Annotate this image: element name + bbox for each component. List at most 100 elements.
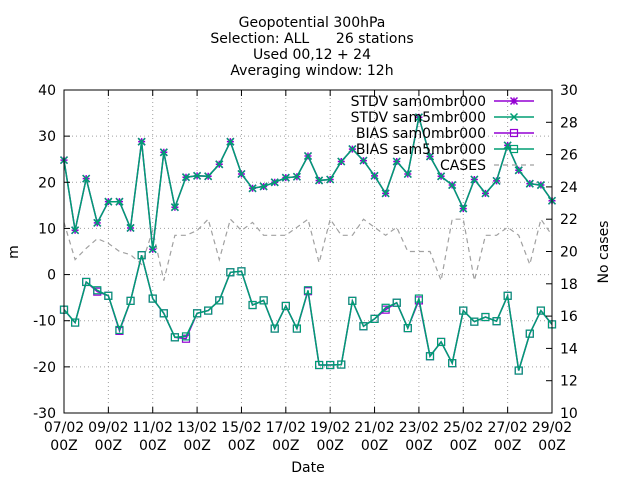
data-point-square: [137, 251, 146, 260]
y2-tick-label: 24: [560, 180, 578, 196]
data-point-cross: [437, 172, 446, 181]
y2-tick-label: 26: [560, 148, 578, 164]
x-tick-label-hour: 00Z: [361, 438, 388, 454]
title-line-3: Used 00,12 + 24: [253, 47, 371, 63]
data-point-cross: [348, 145, 357, 154]
x-tick-label-date: 15/02: [221, 420, 261, 436]
y-axis-title: m: [6, 245, 22, 259]
y2-tick-label: 10: [560, 406, 578, 422]
data-point-cross: [115, 197, 124, 206]
series-cases: [63, 217, 553, 283]
data-point-square: [148, 294, 157, 303]
data-point-cross: [359, 156, 368, 165]
data-point-square: [481, 312, 490, 322]
series-layer: [59, 113, 557, 375]
x-tick-label-hour: 00Z: [95, 438, 122, 454]
legend-label: STDV sam5mbr000: [351, 110, 486, 126]
data-point-cross: [525, 179, 534, 188]
legend-item: STDV sam0mbr000: [351, 94, 534, 110]
data-point-cross: [459, 204, 468, 213]
data-point-square: [514, 366, 523, 375]
data-point-square: [381, 303, 390, 312]
y2-tick-label: 18: [560, 277, 578, 293]
y2-tick-label: 20: [560, 245, 578, 261]
data-point-cross: [104, 197, 113, 206]
data-point-square: [348, 296, 357, 305]
title-line-4: Averaging window: 12h: [230, 63, 393, 79]
data-point-cross: [82, 174, 91, 183]
data-point-cross: [215, 160, 224, 169]
title-line-2: Selection: ALL 26 stations: [210, 31, 413, 47]
x-tick-label-hour: 00Z: [405, 438, 432, 454]
x-tick-label-date: 09/02: [88, 420, 128, 436]
data-point-cross: [148, 245, 157, 254]
data-point-square: [448, 359, 457, 368]
x-tick-label-date: 23/02: [399, 420, 439, 436]
data-point-square: [314, 360, 324, 370]
data-point-cross: [204, 172, 213, 181]
y2-tick-label: 22: [560, 212, 578, 228]
x-tick-label-hour: 00Z: [272, 438, 299, 454]
legend-label: CASES: [440, 158, 486, 174]
x-tick-label-hour: 00Z: [494, 438, 521, 454]
data-point-cross: [303, 151, 313, 161]
series-line: [63, 255, 553, 371]
series-line: [63, 217, 553, 283]
x-axis-title: Date: [291, 460, 324, 476]
data-point-cross: [193, 171, 202, 180]
chart-title: Geopotential 300hPa Selection: ALL 26 st…: [210, 15, 413, 79]
data-point-square: [226, 268, 235, 277]
data-point-cross: [425, 152, 435, 161]
data-point-cross: [481, 189, 490, 198]
data-point-cross: [403, 169, 412, 179]
data-point-cross: [248, 184, 257, 193]
y-tick-label: -30: [33, 406, 56, 422]
x-tick-label-hour: 00Z: [50, 438, 77, 454]
legend-label: BIAS sam5mbr000: [356, 142, 486, 158]
y-tick-label: -10: [33, 314, 56, 330]
data-point-cross: [509, 112, 519, 122]
data-point-square: [215, 296, 224, 305]
data-point-square: [82, 277, 91, 287]
data-point-cross: [414, 113, 423, 122]
data-point-cross: [270, 178, 279, 187]
y-tick-label: 0: [47, 268, 56, 284]
data-point-square: [204, 306, 213, 315]
data-point-square: [359, 322, 368, 331]
legend-item: BIAS sam5mbr000: [356, 142, 534, 158]
data-point-square: [192, 309, 202, 318]
data-point-square: [470, 317, 479, 326]
y2-tick-label: 28: [560, 115, 578, 131]
legend-label: STDV sam0mbr000: [351, 94, 486, 110]
x-tick-label-hour: 00Z: [139, 438, 166, 454]
data-point-square: [270, 324, 279, 333]
data-point-square: [492, 317, 501, 326]
axis-ticks: -30 -20 -10 0 10 20 30 40 10 12 14 16 18 20 22 24 26 28 30…: [33, 83, 578, 454]
data-point-square: [425, 352, 435, 361]
y2-tick-label: 16: [560, 309, 578, 325]
data-point-square: [292, 324, 302, 333]
data-point-square: [93, 286, 102, 295]
data-point-cross: [337, 157, 346, 166]
x-tick-label-date: 07/02: [44, 420, 84, 436]
data-point-cross: [492, 176, 501, 185]
x-tick-label-date: 29/02: [532, 420, 572, 436]
data-point-square: [248, 300, 257, 310]
y-tick-label: 40: [38, 83, 56, 99]
data-point-square: [237, 267, 246, 276]
title-line-1: Geopotential 300hPa: [239, 15, 386, 31]
data-point-square: [509, 144, 519, 154]
y2-axis-title: No cases: [596, 221, 612, 284]
y2-tick-label: 30: [560, 83, 578, 99]
x-tick-label-date: 21/02: [354, 420, 394, 436]
data-point-square: [503, 291, 512, 300]
data-point-cross: [126, 223, 135, 232]
gridlines: [64, 90, 552, 413]
data-point-square: [281, 301, 290, 311]
data-point-cross: [181, 173, 191, 182]
data-point-star: [509, 96, 519, 106]
series-bias-sam5mbr000: [59, 251, 557, 375]
legend-item: CASES: [440, 158, 534, 174]
data-point-square: [115, 325, 124, 335]
